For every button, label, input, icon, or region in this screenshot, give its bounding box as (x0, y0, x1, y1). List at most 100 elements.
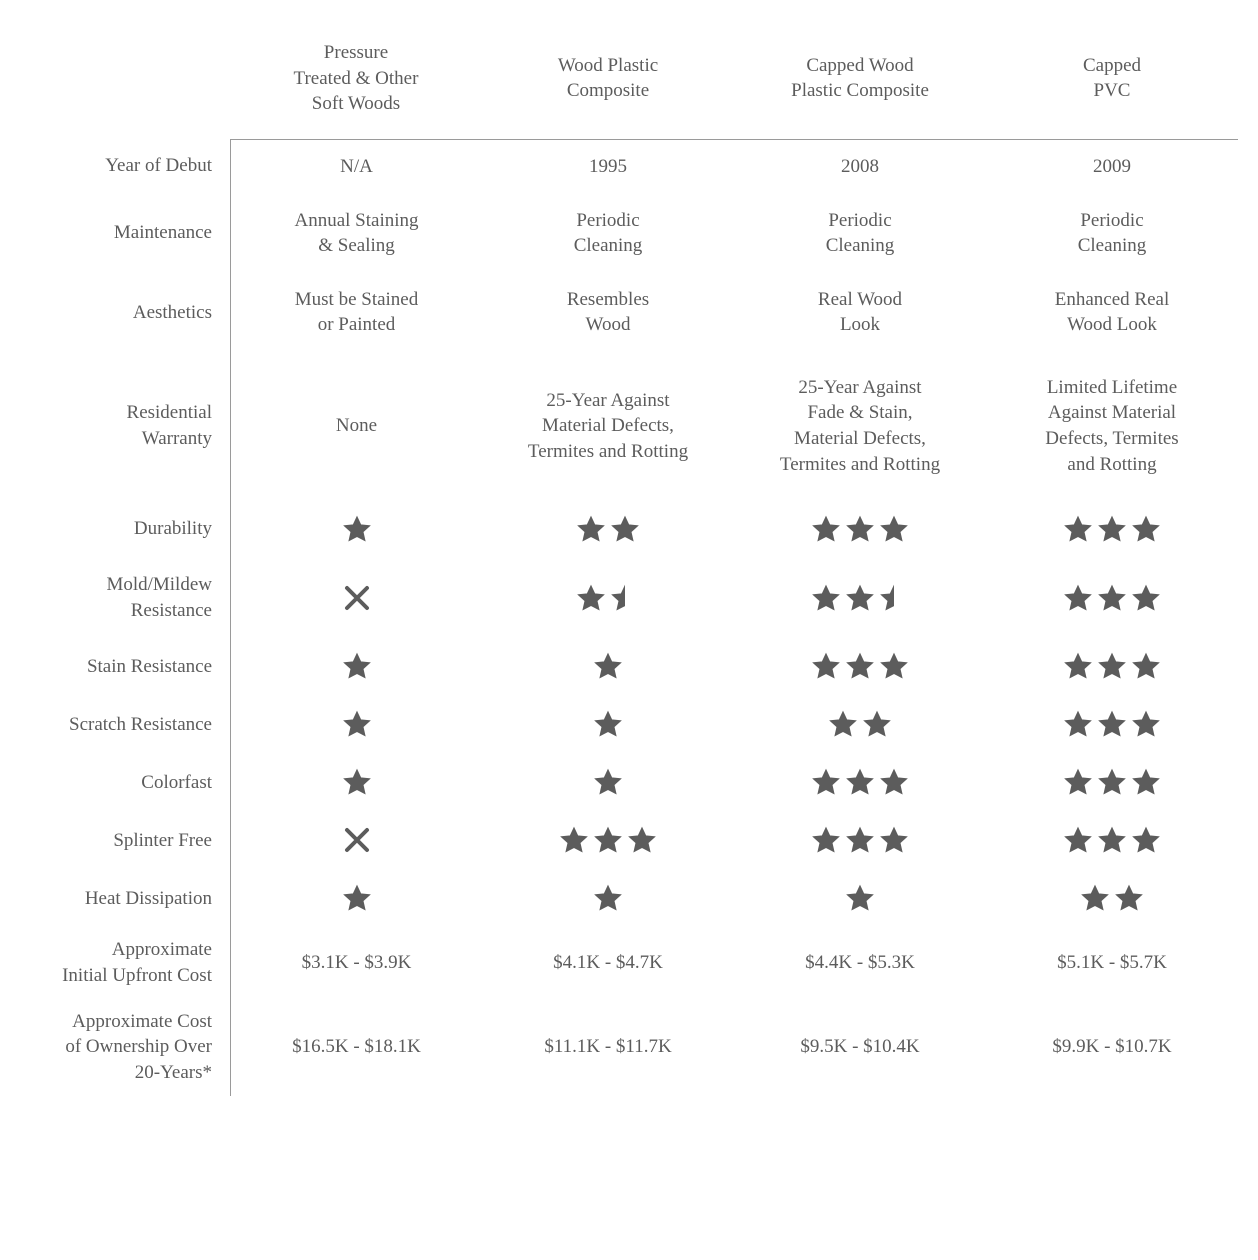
star-icon (1063, 709, 1093, 739)
rating-stars (593, 767, 623, 797)
rating-stars (342, 583, 372, 613)
star-icon (879, 514, 909, 544)
cell-mold-pressure_treated (230, 558, 482, 637)
cell-ownership-pressure_treated: $16.5K - $18.1K (230, 999, 482, 1096)
cell-ownership-capped_pvc: $9.9K - $10.7K (986, 999, 1238, 1096)
star-icon (1131, 767, 1161, 797)
x-icon (342, 825, 372, 855)
cell-upfront-capped_pvc: $5.1K - $5.7K (986, 927, 1238, 998)
cell-upfront-pressure_treated: $3.1K - $3.9K (230, 927, 482, 998)
cell-aesthetics-wpc: ResemblesWood (482, 273, 734, 352)
star-icon (593, 651, 623, 681)
cell-scratch-wpc (482, 695, 734, 753)
row-label-durability: Durability (20, 500, 230, 558)
cell-heat-wpc (482, 869, 734, 927)
cell-durability-capped_pvc (986, 500, 1238, 558)
cell-aesthetics-capped_pvc: Enhanced RealWood Look (986, 273, 1238, 352)
star-icon (879, 767, 909, 797)
star-icon (1097, 767, 1127, 797)
star-icon (862, 709, 892, 739)
star-icon (593, 883, 623, 913)
column-header-capped_wpc: Capped WoodPlastic Composite (734, 30, 986, 139)
star-icon (811, 583, 841, 613)
star-icon (593, 767, 623, 797)
cell-colorfast-wpc (482, 753, 734, 811)
rating-stars (576, 583, 640, 613)
cell-stain-pressure_treated (230, 637, 482, 695)
cell-warranty-wpc: 25-Year AgainstMaterial Defects,Termites… (482, 352, 734, 500)
cell-heat-capped_pvc (986, 869, 1238, 927)
star-icon (1063, 514, 1093, 544)
star-icon (828, 709, 858, 739)
cell-maintenance-capped_pvc: PeriodicCleaning (986, 194, 1238, 273)
star-icon (845, 514, 875, 544)
cell-durability-capped_wpc (734, 500, 986, 558)
x-icon (342, 583, 372, 613)
rating-stars (593, 883, 623, 913)
star-icon (1097, 514, 1127, 544)
star-icon (879, 825, 909, 855)
cell-durability-pressure_treated (230, 500, 482, 558)
rating-stars (593, 709, 623, 739)
cell-splinter-capped_pvc (986, 811, 1238, 869)
rating-stars (593, 651, 623, 681)
star-icon (593, 709, 623, 739)
star-icon (342, 883, 372, 913)
star-icon (1063, 651, 1093, 681)
row-label-heat: Heat Dissipation (20, 869, 230, 927)
rating-stars (1080, 883, 1144, 913)
cell-warranty-pressure_treated: None (230, 352, 482, 500)
rating-stars (811, 825, 909, 855)
column-header-capped_pvc: CappedPVC (986, 30, 1238, 139)
cell-colorfast-capped_wpc (734, 753, 986, 811)
rating-stars (828, 709, 892, 739)
star-icon (811, 514, 841, 544)
rating-stars (342, 825, 372, 855)
cell-upfront-capped_wpc: $4.4K - $5.3K (734, 927, 986, 998)
cell-ownership-wpc: $11.1K - $11.7K (482, 999, 734, 1096)
star-icon (845, 583, 875, 613)
star-icon (811, 825, 841, 855)
cell-maintenance-capped_wpc: PeriodicCleaning (734, 194, 986, 273)
cell-aesthetics-capped_wpc: Real WoodLook (734, 273, 986, 352)
star-icon (845, 651, 875, 681)
cell-mold-wpc (482, 558, 734, 637)
cell-stain-capped_wpc (734, 637, 986, 695)
cell-heat-pressure_treated (230, 869, 482, 927)
rating-stars (1063, 651, 1161, 681)
star-icon (1097, 709, 1127, 739)
star-icon (1097, 651, 1127, 681)
star-icon (811, 651, 841, 681)
comparison-table: PressureTreated & OtherSoft WoodsWood Pl… (20, 30, 1238, 1096)
row-label-debut: Year of Debut (20, 139, 230, 194)
cell-warranty-capped_wpc: 25-Year AgainstFade & Stain,Material Def… (734, 352, 986, 500)
star-icon (342, 767, 372, 797)
table-corner (20, 30, 230, 139)
star-icon (879, 651, 909, 681)
rating-stars (342, 514, 372, 544)
cell-warranty-capped_pvc: Limited LifetimeAgainst MaterialDefects,… (986, 352, 1238, 500)
cell-colorfast-capped_pvc (986, 753, 1238, 811)
cell-mold-capped_wpc (734, 558, 986, 637)
row-label-colorfast: Colorfast (20, 753, 230, 811)
row-label-ownership: Approximate Costof Ownership Over20-Year… (20, 999, 230, 1096)
row-label-warranty: ResidentialWarranty (20, 352, 230, 500)
rating-stars (1063, 767, 1161, 797)
star-icon (811, 767, 841, 797)
rating-stars (811, 583, 909, 613)
cell-mold-capped_pvc (986, 558, 1238, 637)
star-icon (1097, 583, 1127, 613)
cell-scratch-pressure_treated (230, 695, 482, 753)
star-icon (576, 514, 606, 544)
rating-stars (1063, 709, 1161, 739)
star-icon (1131, 825, 1161, 855)
rating-stars (559, 825, 657, 855)
column-header-pressure_treated: PressureTreated & OtherSoft Woods (230, 30, 482, 139)
star-icon (1131, 514, 1161, 544)
cell-debut-wpc: 1995 (482, 139, 734, 194)
row-label-splinter: Splinter Free (20, 811, 230, 869)
row-label-stain: Stain Resistance (20, 637, 230, 695)
star-icon (342, 514, 372, 544)
cell-splinter-pressure_treated (230, 811, 482, 869)
rating-stars (342, 709, 372, 739)
